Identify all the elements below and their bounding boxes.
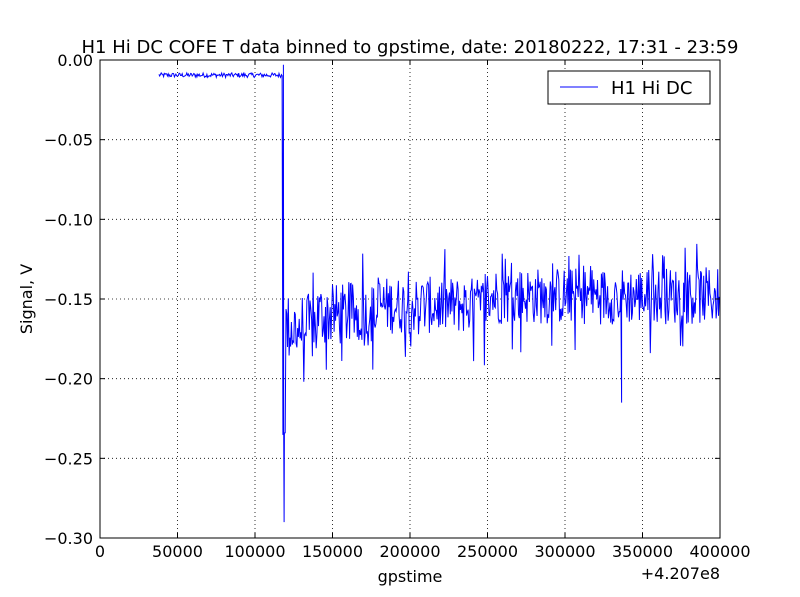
x-tick-label: 400000	[689, 542, 750, 561]
y-tick-label: −0.30	[44, 529, 93, 548]
x-tick-label: 200000	[379, 542, 440, 561]
series-line-h1-hi-dc	[158, 64, 720, 523]
plot-frame	[99, 59, 721, 539]
y-tick-label: −0.05	[44, 131, 93, 150]
x-axis-label: gpstime	[378, 567, 443, 586]
x-offset-label: +4.207e8	[641, 564, 720, 583]
y-tick-label: 0.00	[57, 51, 93, 70]
y-axis-label: Signal, V	[17, 264, 36, 334]
x-tick-label: 300000	[534, 542, 595, 561]
ticks-layer: 0 50000 100000 150000 200000 250000 300000 3500…	[44, 51, 751, 561]
x-tick-label: 100000	[224, 542, 285, 561]
x-tick-label: 250000	[457, 542, 518, 561]
x-tick-label: 0	[95, 542, 105, 561]
legend-entry-h1-hi-dc: H1 Hi DC	[611, 78, 692, 99]
plot-area	[158, 64, 720, 523]
y-tick-label: −0.25	[44, 449, 93, 468]
y-tick-label: −0.10	[44, 210, 93, 229]
chart-title: H1 Hi DC COFE T data binned to gpstime, …	[82, 37, 739, 58]
x-tick-label: 50000	[152, 542, 203, 561]
legend: H1 Hi DC	[547, 70, 711, 105]
x-tick-label: 350000	[612, 542, 673, 561]
y-tick-label: −0.15	[44, 290, 93, 309]
y-tick-label: −0.20	[44, 370, 93, 389]
x-tick-label: 150000	[302, 542, 363, 561]
grid-layer	[100, 60, 720, 538]
